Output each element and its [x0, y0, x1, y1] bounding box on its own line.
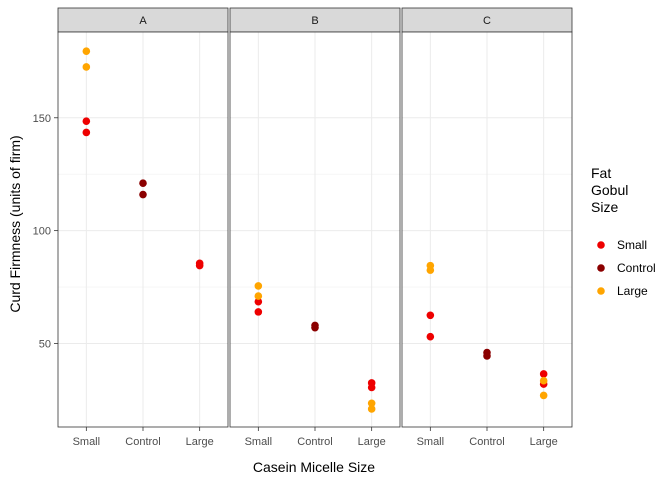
data-point-large	[539, 391, 548, 400]
facet-strip-label: C	[483, 15, 491, 27]
y-tick-label: 150	[33, 113, 51, 125]
data-point-large	[82, 47, 91, 55]
legend-label-small: Small	[617, 238, 647, 252]
y-axis-title: Curd Firmness (units of firm)	[7, 135, 23, 312]
y-tick-label: 100	[33, 226, 51, 238]
x-tick-label: Small	[417, 436, 445, 448]
facet-strip-label: A	[139, 15, 147, 27]
legend-key-large	[597, 287, 605, 295]
data-point-small	[195, 261, 204, 270]
x-axis-title: Casein Micelle Size	[253, 459, 375, 475]
y-axis: 50 100 150	[33, 113, 58, 350]
data-point-large	[82, 63, 91, 71]
x-tick-label: Control	[469, 436, 504, 448]
data-point-large	[254, 292, 263, 300]
facet-strip	[57, 7, 229, 33]
x-tick-label: Control	[125, 436, 160, 448]
legend-title-line: Gobul	[591, 182, 628, 198]
facet-strip	[401, 7, 573, 33]
y-tick-label: 50	[39, 338, 51, 350]
data-point-control	[139, 179, 147, 188]
facet-strip	[229, 7, 401, 33]
data-point-small	[539, 370, 548, 378]
legend-key-control	[597, 264, 605, 272]
legend-title-line: Fat	[591, 165, 611, 181]
x-tick-label: Control	[297, 436, 332, 448]
data-point-control	[311, 323, 319, 332]
legend-title-line: Size	[591, 199, 618, 215]
legend-label-control: Control	[617, 261, 656, 275]
data-point-small	[82, 117, 91, 125]
legend-label-large: Large	[617, 284, 648, 298]
facet-strip-label: B	[311, 15, 318, 27]
x-tick-label: Small	[73, 436, 101, 448]
x-tick-label: Large	[530, 436, 558, 448]
data-point-small	[426, 311, 435, 320]
data-point-small	[254, 297, 263, 306]
facet-panel-c: C Small Control Large	[401, 7, 573, 448]
data-point-large	[539, 376, 548, 385]
x-tick-label: Small	[245, 436, 273, 448]
data-point-small	[82, 128, 91, 137]
data-point-small	[367, 383, 376, 392]
data-point-control	[483, 352, 491, 360]
x-tick-label: Large	[186, 436, 214, 448]
data-point-small	[254, 308, 263, 316]
data-point-large	[426, 266, 435, 274]
data-point-control	[139, 190, 147, 199]
x-tick-label: Large	[358, 436, 386, 448]
legend-key-small	[597, 241, 605, 249]
data-point-large	[367, 405, 376, 413]
data-point-small	[426, 332, 435, 341]
data-point-large	[367, 399, 376, 408]
facet-panels: A Small Control Large B Small Control Large C Sma…	[57, 7, 573, 448]
data-point-large	[254, 282, 263, 290]
facet-panel-b: B Small Control Large	[229, 7, 401, 448]
facet-panel-a: A Small Control Large	[57, 7, 229, 448]
